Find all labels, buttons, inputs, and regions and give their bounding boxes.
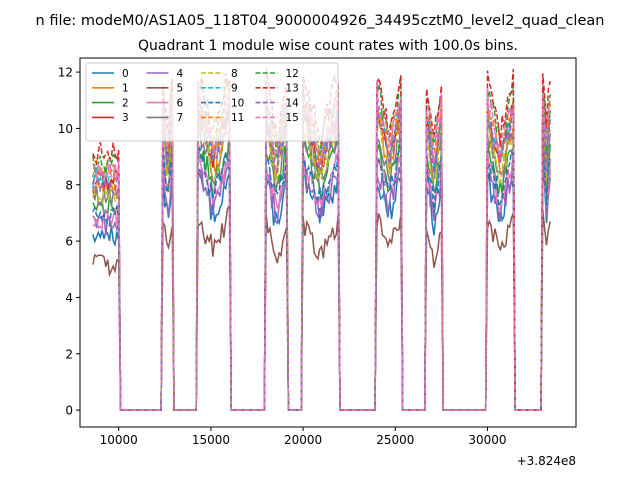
y-tick-label: 10 bbox=[58, 122, 73, 136]
legend-label-0: 0 bbox=[122, 68, 129, 80]
series-line-13 bbox=[92, 68, 551, 411]
legend-label-3: 3 bbox=[122, 112, 129, 124]
y-tick-label: 2 bbox=[65, 347, 73, 361]
x-tick-label: 10000 bbox=[100, 433, 138, 447]
series-line-15 bbox=[92, 79, 551, 411]
figure-suptitle: n file: modeM0/AS1A05_118T04_9000004926_… bbox=[36, 13, 605, 29]
series-line-14 bbox=[92, 96, 551, 411]
x-tick-label: 30000 bbox=[468, 433, 506, 447]
legend-label-14: 14 bbox=[286, 97, 300, 109]
x-tick-label: 25000 bbox=[376, 433, 414, 447]
y-tick-label: 4 bbox=[65, 291, 73, 305]
x-tick-label: 15000 bbox=[192, 433, 230, 447]
legend-label-6: 6 bbox=[177, 97, 184, 109]
chart-title: Quadrant 1 module wise count rates with … bbox=[138, 38, 518, 54]
legend-label-11: 11 bbox=[231, 112, 244, 124]
legend-label-12: 12 bbox=[286, 68, 299, 80]
legend-label-8: 8 bbox=[231, 68, 238, 80]
y-tick-label: 12 bbox=[58, 66, 73, 80]
legend-label-15: 15 bbox=[286, 112, 299, 124]
y-tick-label: 6 bbox=[65, 235, 73, 249]
legend-label-13: 13 bbox=[286, 83, 299, 95]
legend-label-2: 2 bbox=[122, 97, 129, 109]
y-tick-label: 0 bbox=[65, 404, 73, 418]
y-tick-label: 8 bbox=[65, 178, 73, 192]
legend-label-4: 4 bbox=[177, 68, 184, 80]
legend-label-5: 5 bbox=[177, 83, 184, 95]
legend-label-7: 7 bbox=[177, 112, 184, 124]
legend-label-1: 1 bbox=[122, 83, 129, 95]
plot-frame bbox=[79, 57, 577, 428]
x-offset-label: +3.824e8 bbox=[517, 454, 576, 468]
x-tick-label: 20000 bbox=[284, 433, 322, 447]
legend-label-9: 9 bbox=[231, 83, 238, 95]
legend-label-10: 10 bbox=[231, 97, 244, 109]
